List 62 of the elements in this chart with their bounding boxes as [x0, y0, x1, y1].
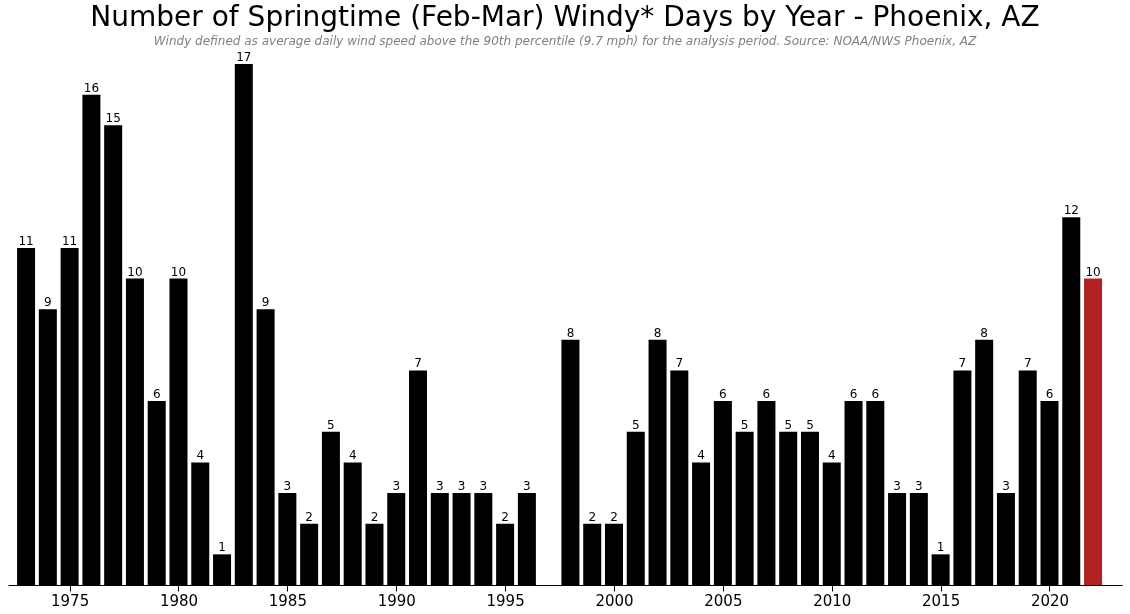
- data-label: 5: [631, 417, 640, 432]
- data-label: 6: [152, 387, 161, 402]
- x-tick-label: 1985: [268, 591, 307, 610]
- data-label: 16: [83, 80, 100, 95]
- data-label: 4: [196, 448, 205, 463]
- data-label: 9: [44, 295, 52, 310]
- data-label: 10: [1085, 264, 1101, 279]
- data-label: 4: [697, 448, 705, 463]
- data-label: 3: [915, 479, 923, 494]
- data-label: 2: [305, 509, 313, 524]
- data-label: 5: [327, 417, 335, 432]
- chart-title: Number of Springtime (Feb-Mar) Windy* Days by Year - Phoenix, AZ: [90, 0, 1040, 33]
- data-label: 2: [501, 509, 509, 524]
- data-label: 7: [675, 356, 684, 371]
- data-label: 8: [653, 325, 662, 340]
- data-label: 12: [1063, 203, 1079, 218]
- data-label: 5: [740, 417, 749, 432]
- data-label: 3: [435, 479, 444, 494]
- data-label: 6: [762, 387, 771, 402]
- data-label: 15: [105, 111, 121, 126]
- chart-subtitle: Windy defined as average daily wind speed above the 90th percentile (9.7 mph) for the analysis period. Source: NOAA/NWS Phoenix, AZ: [153, 34, 978, 48]
- data-label: 4: [348, 448, 357, 463]
- data-label: 7: [958, 356, 967, 371]
- data-label: 3: [392, 479, 401, 494]
- data-label: 10: [170, 264, 187, 279]
- data-label: 3: [893, 479, 901, 494]
- data-label: 1: [936, 540, 945, 555]
- data-label: 4: [827, 448, 836, 463]
- data-label: 6: [849, 387, 858, 402]
- bar: [1084, 278, 1103, 585]
- data-label: 2: [588, 509, 597, 524]
- data-label: 3: [457, 479, 466, 494]
- x-tick-label: 2020: [1030, 591, 1070, 610]
- data-label: 3: [283, 479, 292, 494]
- data-label: 6: [871, 387, 880, 402]
- x-tick-label: 2015: [922, 591, 961, 610]
- data-label: 2: [370, 509, 379, 524]
- x-tick-label: 2005: [704, 591, 743, 610]
- data-label: 17: [236, 50, 252, 64]
- data-label: 3: [523, 479, 531, 494]
- data-label: 11: [18, 233, 34, 248]
- x-tick-label: 1975: [51, 591, 90, 610]
- x-tick-label: 1980: [159, 591, 199, 610]
- data-label: 2: [610, 509, 618, 524]
- data-label: 5: [806, 417, 814, 432]
- data-label: 6: [719, 387, 727, 402]
- data-label: 8: [566, 325, 575, 340]
- data-label: 5: [784, 417, 793, 432]
- x-tick-label: 2000: [595, 591, 634, 610]
- data-label: 3: [1002, 479, 1010, 494]
- x-tick-label: 1990: [377, 591, 416, 610]
- data-label: 7: [1023, 356, 1032, 371]
- x-tick-label: 2010: [813, 591, 852, 610]
- data-label: 1: [218, 540, 226, 555]
- data-label: 8: [980, 325, 988, 340]
- data-label: 9: [261, 295, 270, 310]
- data-label: 6: [1045, 387, 1054, 402]
- data-label: 10: [127, 264, 143, 279]
- data-label: 7: [414, 356, 422, 371]
- x-tick-label: 1995: [486, 591, 525, 610]
- data-label: 11: [61, 233, 78, 248]
- data-label: 3: [479, 479, 488, 494]
